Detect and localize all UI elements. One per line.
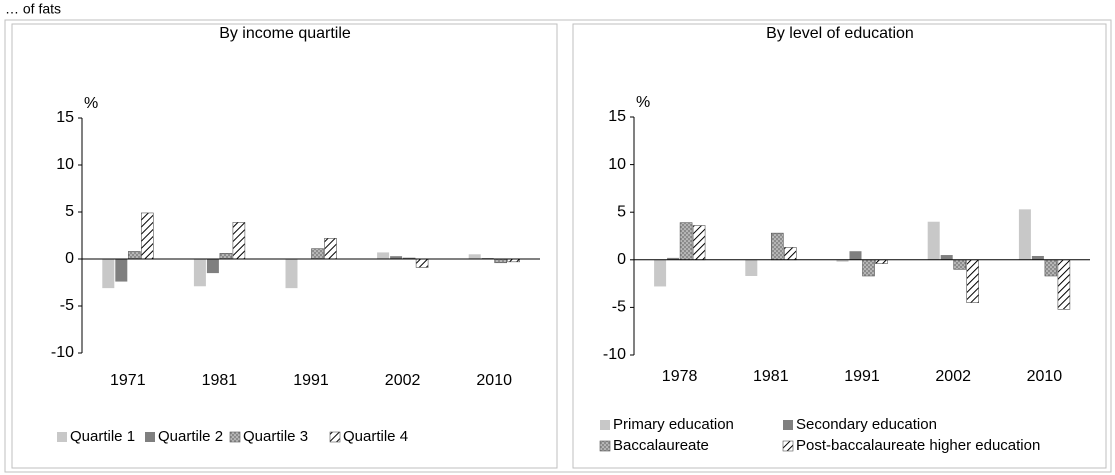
y-tick-label: -5 — [60, 297, 74, 314]
legend-swatch — [600, 420, 610, 430]
bar — [836, 259, 849, 262]
x-tick-label: 1978 — [662, 368, 698, 385]
bar — [494, 258, 508, 264]
x-tick-label: 1991 — [293, 372, 329, 389]
bar — [141, 212, 154, 260]
bar — [1057, 259, 1071, 310]
bar — [390, 256, 403, 259]
y-tick-label: 5 — [617, 203, 626, 220]
legend-label: Primary education — [613, 416, 734, 433]
bar — [206, 259, 219, 274]
panel-title: By income quartile — [219, 25, 351, 42]
legend-swatch — [783, 420, 793, 430]
x-tick-label: 1971 — [110, 372, 146, 389]
bar — [415, 258, 429, 268]
legend-label: Quartile 4 — [343, 428, 408, 445]
panel-frame — [11, 23, 558, 469]
x-tick-label: 2010 — [476, 372, 512, 389]
legend-swatch — [599, 440, 611, 452]
panel-title: By level of education — [766, 25, 914, 42]
bar — [849, 251, 862, 260]
bar — [311, 248, 324, 260]
bar — [219, 253, 233, 260]
bar — [1018, 209, 1031, 260]
x-tick-label: 2010 — [1027, 368, 1063, 385]
x-tick-label: 2002 — [385, 372, 421, 389]
legend-swatch — [329, 431, 341, 443]
x-tick-label: 2002 — [935, 368, 971, 385]
bar — [468, 254, 481, 259]
bar — [679, 222, 693, 261]
bar — [377, 252, 390, 259]
heading: … of fats — [5, 1, 61, 17]
panel-frame — [572, 23, 1107, 469]
y-tick-label: 0 — [65, 250, 74, 267]
bar — [953, 259, 967, 270]
bar — [667, 257, 680, 260]
x-tick-label: 1981 — [202, 372, 238, 389]
y-tick-label: 15 — [608, 108, 626, 125]
legend-swatch — [57, 432, 67, 442]
legend-label: Quartile 2 — [158, 428, 223, 445]
bar — [927, 221, 940, 260]
x-tick-label: 1981 — [753, 368, 789, 385]
bar — [692, 225, 706, 261]
bar — [966, 259, 980, 303]
legend-swatch — [145, 432, 155, 442]
bar — [783, 247, 797, 261]
legend-label: Baccalaureate — [613, 437, 709, 454]
bar — [1031, 255, 1044, 260]
bar — [285, 259, 298, 289]
bar — [128, 251, 141, 260]
y-tick-label: 15 — [56, 109, 74, 126]
bar — [770, 232, 784, 261]
legend-label: Quartile 1 — [70, 428, 135, 445]
y-axis-label: % — [84, 95, 98, 112]
bar — [862, 259, 875, 277]
y-tick-label: -5 — [612, 299, 626, 316]
legend-label: Quartile 3 — [243, 428, 308, 445]
bar — [193, 259, 206, 287]
legend-label: Secondary education — [796, 416, 937, 433]
bar — [875, 259, 888, 264]
y-tick-label: -10 — [603, 346, 626, 363]
bar — [745, 259, 758, 276]
outer-frame — [4, 19, 1112, 473]
bar — [940, 255, 953, 260]
y-axis-label: % — [636, 94, 650, 111]
legend-swatch — [229, 431, 241, 443]
bar — [115, 259, 128, 282]
y-tick-label: 10 — [608, 156, 626, 173]
bar — [654, 259, 667, 287]
bar — [1044, 259, 1058, 277]
bar — [232, 222, 246, 260]
x-tick-label: 1991 — [844, 368, 880, 385]
legend-label: Post-baccalaureate higher education — [796, 437, 1040, 454]
legend-swatch — [782, 440, 794, 452]
bar — [102, 259, 115, 289]
y-tick-label: 5 — [65, 203, 74, 220]
bar — [324, 238, 337, 260]
y-tick-label: 0 — [617, 251, 626, 268]
y-tick-label: -10 — [51, 344, 74, 361]
y-tick-label: 10 — [56, 156, 74, 173]
